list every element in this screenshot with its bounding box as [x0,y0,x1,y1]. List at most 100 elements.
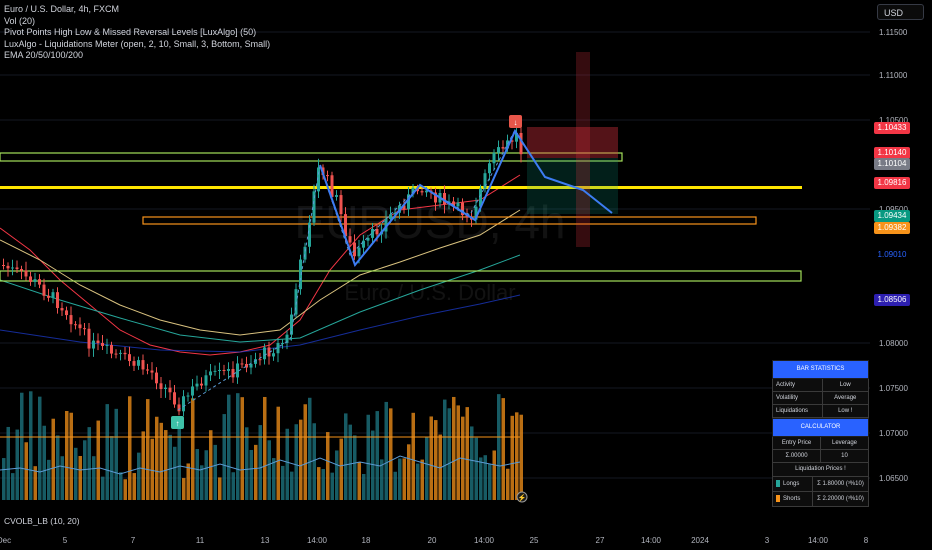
orange-zone[interactable] [142,216,757,225]
candle-body [24,270,28,277]
flash-glyph: ⚡ [518,493,527,502]
volume-bar [105,404,109,500]
candle-body [105,345,109,347]
candle-body [240,363,244,365]
price-tick: 1.11500 [879,28,908,37]
volume-bar [357,461,361,500]
cvolb-label[interactable]: CVOLB_LB (10, 20) [4,516,80,526]
legend-pivots[interactable]: Pivot Points High Low & Missed Reversal … [4,27,257,37]
candle-body [51,292,55,298]
candle-body [402,205,406,210]
shorts-row: Shorts Σ 2.20000 (ᵌ%10) [772,492,869,507]
candle-body [47,295,50,298]
volume-bar [456,405,460,500]
candle-body [146,369,149,371]
volume-bar [56,435,60,500]
calc-leverage-value: 10 [841,453,848,459]
volume-bar [96,420,100,500]
price-label-entry: 1.10104 [874,158,910,170]
candle-body [123,352,127,355]
candle-body [182,396,185,412]
volume-bar [276,406,280,500]
pivot-high-marker[interactable] [509,115,522,128]
volume-bar [254,444,258,500]
time-axis[interactable]: Dec 5 7 11 13 14:00 18 20 14:00 25 27 14… [0,533,870,550]
price-axis[interactable]: 1.11500 1.11000 1.10500 1.09500 1.08000 … [870,0,932,540]
currency-button[interactable]: USD [877,4,924,20]
stats-row: Liquidations Low ! [772,405,869,418]
legend-vol[interactable]: Vol (20) [4,15,36,26]
projection-path[interactable] [319,128,613,268]
legend-symbol[interactable]: Euro / U.S. Dollar, 4h, FXCM [4,4,120,14]
price-label-resistance: 1.10140 [874,147,910,159]
resistance-zone[interactable] [0,152,623,162]
candle-body [411,187,415,195]
candle-body [303,246,307,260]
volume-bar [38,396,42,500]
time-tick: 27 [595,536,605,545]
stop-loss-box[interactable] [527,127,618,158]
yellow-level[interactable] [0,186,802,189]
volume-bar [146,399,150,500]
volume-bar [497,394,501,500]
volume-bar [393,471,397,500]
volume-bar [42,425,46,500]
volume-bar [483,455,487,500]
pivot-low-icon: ↑ [176,419,180,428]
dashed-zigzag [177,129,516,411]
candle-body [312,191,316,223]
candle-body [510,140,514,142]
volume-bar [245,427,249,500]
volume-bar [308,397,312,500]
candle-body [15,267,19,270]
volume-bar [384,401,388,500]
candle-body [218,369,221,371]
green-zone-low[interactable] [0,270,802,282]
volume-bar [353,435,357,500]
stats-val: Average [834,395,857,401]
calc-header-row: Entry Price Leverage [772,437,869,450]
volume-bar [447,408,451,500]
stats-key: Volatility [773,392,823,404]
volume-bar [173,446,177,500]
volume-bar [249,449,253,500]
candle-body [186,395,190,397]
candle-body [389,214,392,219]
calc-entry-label: Entry Price [773,437,821,449]
legend-liq[interactable]: LuxAlgo - Liquidations Meter (open, 2, 1… [4,38,271,49]
volume-bar [74,447,78,500]
candle-body [227,369,230,371]
price-label-yellow: 1.09816 [874,177,910,189]
candle-body [357,247,361,257]
time-tick: 8 [863,536,869,545]
candle-body [195,383,199,387]
shorts-label-cell: Shorts [773,492,813,506]
volume-bar [407,444,411,500]
candle-body [501,147,505,149]
candle-body [456,202,460,207]
time-tick: 25 [529,536,539,545]
volume-bar [200,465,204,500]
volume-bar [290,471,294,500]
price-tick: 1.09500 [879,205,908,214]
candle-body [492,152,496,164]
watermark-name: Euro / U.S. Dollar [344,280,515,305]
volume-bar [204,450,208,500]
candle-body [425,190,428,193]
stats-row: Activity Low [772,379,869,392]
pivot-low-marker[interactable] [171,416,184,429]
legend-ema[interactable]: EMA 20/50/100/200 [4,50,84,60]
candle-body [290,314,293,335]
volume-bar [191,398,195,500]
cvolb-wave-line [0,455,521,475]
candle-body [326,175,329,177]
longs-label: Longs [783,481,800,487]
volume-bar [150,438,154,500]
volume-bar [101,476,105,500]
volume-bar [87,427,91,500]
flash-icon[interactable] [516,491,528,503]
candle-body [33,279,37,282]
time-tick: 20 [427,536,437,545]
candle-body [56,292,59,309]
